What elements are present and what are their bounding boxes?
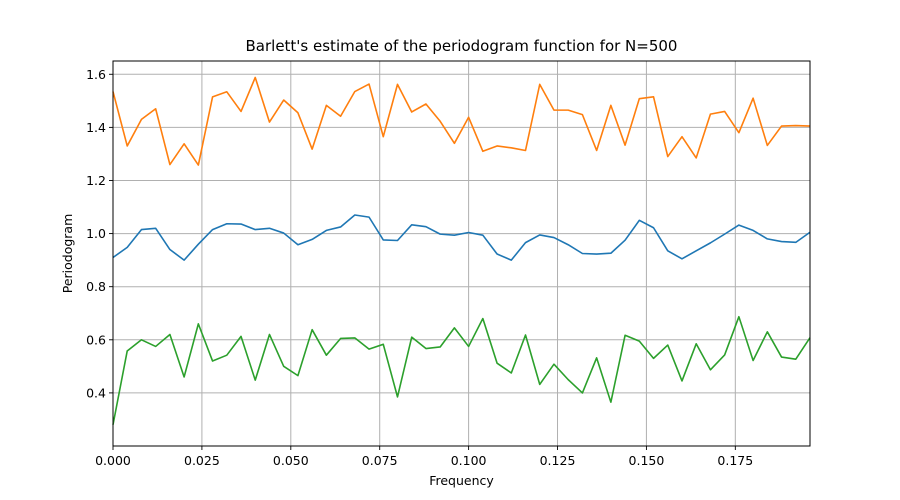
y-tick-label: 0.6 xyxy=(86,332,106,347)
x-tick-label: 0.125 xyxy=(540,453,576,468)
x-tick-label: 0.150 xyxy=(629,453,665,468)
series-line-1 xyxy=(112,214,811,261)
series-lines xyxy=(112,76,811,425)
chart-title: Barlett's estimate of the periodogram fu… xyxy=(246,37,678,55)
y-tick-label: 1.6 xyxy=(86,67,106,82)
x-tick-label: 0.050 xyxy=(273,453,309,468)
y-tick-label: 0.4 xyxy=(86,385,106,400)
x-tick-label: 0.000 xyxy=(95,453,131,468)
x-tick-label: 0.175 xyxy=(717,453,753,468)
y-tick-label: 0.8 xyxy=(86,279,106,294)
x-tick-label: 0.075 xyxy=(362,453,398,468)
y-axis-label: Periodogram xyxy=(60,214,75,294)
axis-ticks: 0.000 0.025 0.050 0.075 0.100 0.125 0.150 0.175… xyxy=(86,67,753,468)
series-line-2 xyxy=(112,76,811,166)
x-tick-label: 0.100 xyxy=(451,453,487,468)
plot-frame xyxy=(112,60,811,447)
y-tick-label: 1.4 xyxy=(86,120,106,135)
x-tick-label: 0.025 xyxy=(184,453,220,468)
y-tick-label: 1.0 xyxy=(86,226,106,241)
series-line-3 xyxy=(112,315,811,425)
grid xyxy=(112,61,810,446)
plot-area xyxy=(113,61,810,446)
y-tick-label: 1.2 xyxy=(86,173,106,188)
x-axis-label: Frequency xyxy=(429,473,494,488)
